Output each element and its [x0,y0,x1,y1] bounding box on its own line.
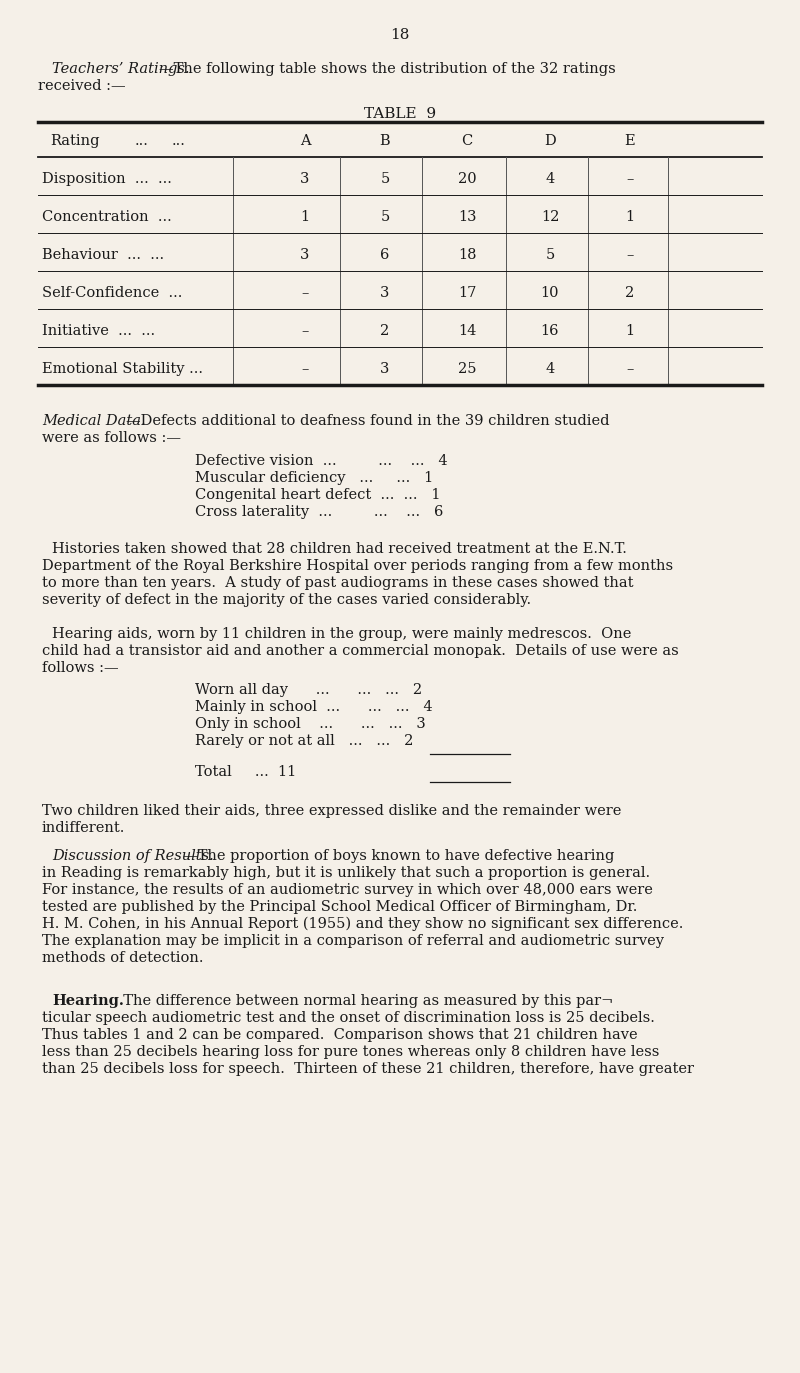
Text: follows :—: follows :— [42,660,118,676]
Text: Defective vision  ...         ...    ...   4: Defective vision ... ... ... 4 [195,454,448,468]
Text: 5: 5 [546,249,554,262]
Text: Emotional Stability ...: Emotional Stability ... [42,362,203,376]
Text: child had a transistor aid and another a commercial monopak.  Details of use wer: child had a transistor aid and another a… [42,644,678,658]
Text: Worn all day      ...      ...   ...   2: Worn all day ... ... ... 2 [195,682,422,697]
Text: –: – [626,362,634,376]
Text: Cross laterality  ...         ...    ...   6: Cross laterality ... ... ... 6 [195,505,443,519]
Text: Self-Confidence  ...: Self-Confidence ... [42,286,182,299]
Text: Behaviour  ...  ...: Behaviour ... ... [42,249,164,262]
Text: 18: 18 [458,249,476,262]
Text: Teachers’ Ratings.: Teachers’ Ratings. [52,62,190,76]
Text: 1: 1 [301,210,310,224]
Text: Concentration  ...: Concentration ... [42,210,172,224]
Text: Hearing.: Hearing. [52,994,124,1008]
Text: ticular speech audiometric test and the onset of discrimination loss is 25 decib: ticular speech audiometric test and the … [42,1011,655,1026]
Text: in Reading is remarkably high, but it is unlikely that such a proportion is gene: in Reading is remarkably high, but it is… [42,866,650,880]
Text: C: C [462,135,473,148]
Text: 13: 13 [458,210,476,224]
Text: B: B [380,135,390,148]
Text: methods of detection.: methods of detection. [42,951,203,965]
Text: Discussion of Results.: Discussion of Results. [52,849,214,864]
Text: —Defects additional to deafness found in the 39 children studied: —Defects additional to deafness found in… [126,415,610,428]
Text: 3: 3 [380,286,390,299]
Text: 5: 5 [380,210,390,224]
Text: Histories taken showed that 28 children had received treatment at the E.N.T.: Histories taken showed that 28 children … [52,542,627,556]
Text: Thus tables 1 and 2 can be compared.  Comparison shows that 21 children have: Thus tables 1 and 2 can be compared. Com… [42,1028,638,1042]
Text: 14: 14 [458,324,476,338]
Text: than 25 decibels loss for speech.  Thirteen of these 21 children, therefore, hav: than 25 decibels loss for speech. Thirte… [42,1061,694,1076]
Text: 6: 6 [380,249,390,262]
Text: Disposition  ...  ...: Disposition ... ... [42,172,172,185]
Text: 4: 4 [546,362,554,376]
Text: 16: 16 [541,324,559,338]
Text: 1: 1 [626,324,634,338]
Text: 20: 20 [458,172,476,185]
Text: Muscular deficiency   ...     ...   1: Muscular deficiency ... ... 1 [195,471,434,485]
Text: 1: 1 [626,210,634,224]
Text: Initiative  ...  ...: Initiative ... ... [42,324,155,338]
Text: 12: 12 [541,210,559,224]
Text: 17: 17 [458,286,476,299]
Text: Two children liked their aids, three expressed dislike and the remainder were: Two children liked their aids, three exp… [42,805,622,818]
Text: A: A [300,135,310,148]
Text: 3: 3 [300,249,310,262]
Text: D: D [544,135,556,148]
Text: –: – [626,172,634,185]
Text: The difference between normal hearing as measured by this par¬: The difference between normal hearing as… [114,994,614,1008]
Text: ...: ... [135,135,149,148]
Text: Rating: Rating [50,135,99,148]
Text: received :—: received :— [38,80,126,93]
Text: 2: 2 [380,324,390,338]
Text: 4: 4 [546,172,554,185]
Text: 18: 18 [390,27,410,43]
Text: ...: ... [172,135,186,148]
Text: indifferent.: indifferent. [42,821,126,835]
Text: TABLE  9: TABLE 9 [364,107,436,121]
Text: –: – [302,324,309,338]
Text: Hearing aids, worn by 11 children in the group, were mainly medrescos.  One: Hearing aids, worn by 11 children in the… [52,627,631,641]
Text: 3: 3 [300,172,310,185]
Text: Department of the Royal Berkshire Hospital over periods ranging from a few month: Department of the Royal Berkshire Hospit… [42,559,673,573]
Text: –: – [302,286,309,299]
Text: Congenital heart defect  ...  ...   1: Congenital heart defect ... ... 1 [195,487,441,503]
Text: 25: 25 [458,362,476,376]
Text: were as follows :—: were as follows :— [42,431,181,445]
Text: to more than ten years.  A study of past audiograms in these cases showed that: to more than ten years. A study of past … [42,577,634,590]
Text: Mainly in school  ...      ...   ...   4: Mainly in school ... ... ... 4 [195,700,433,714]
Text: Medical Data.: Medical Data. [42,415,146,428]
Text: E: E [625,135,635,148]
Text: 3: 3 [380,362,390,376]
Text: 2: 2 [626,286,634,299]
Text: severity of defect in the majority of the cases varied considerably.: severity of defect in the majority of th… [42,593,531,607]
Text: —The following table shows the distribution of the 32 ratings: —The following table shows the distribut… [159,62,616,76]
Text: 5: 5 [380,172,390,185]
Text: The explanation may be implicit in a comparison of referral and audiometric surv: The explanation may be implicit in a com… [42,934,664,947]
Text: For instance, the results of an audiometric survey in which over 48,000 ears wer: For instance, the results of an audiomet… [42,883,653,897]
Text: H. M. Cohen, in his Annual Report (1955) and they show no significant sex differ: H. M. Cohen, in his Annual Report (1955)… [42,917,683,931]
Text: Total     ...  11: Total ... 11 [195,765,296,778]
Text: Rarely or not at all   ...   ...   2: Rarely or not at all ... ... 2 [195,735,414,748]
Text: less than 25 decibels hearing loss for pure tones whereas only 8 children have l: less than 25 decibels hearing loss for p… [42,1045,659,1059]
Text: –: – [626,249,634,262]
Text: –: – [302,362,309,376]
Text: Only in school    ...      ...   ...   3: Only in school ... ... ... 3 [195,717,426,730]
Text: tested are published by the Principal School Medical Officer of Birmingham, Dr.: tested are published by the Principal Sc… [42,899,638,914]
Text: 10: 10 [541,286,559,299]
Text: —The proportion of boys known to have defective hearing: —The proportion of boys known to have de… [183,849,614,864]
